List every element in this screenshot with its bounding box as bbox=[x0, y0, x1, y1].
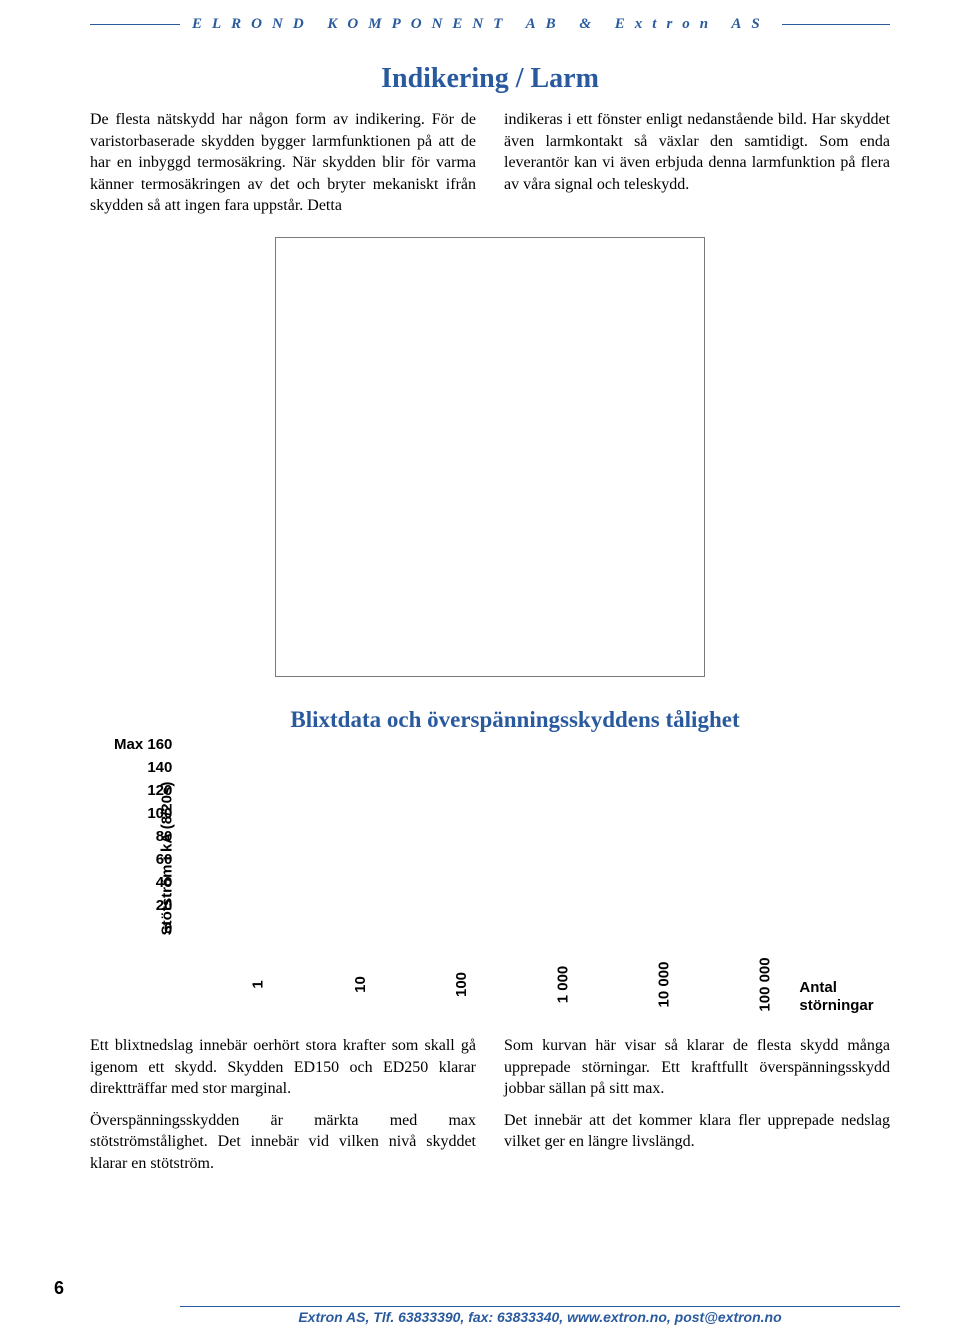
header-rule-right bbox=[782, 24, 890, 26]
xtick-label: 1 000 bbox=[510, 966, 571, 1004]
x-axis-end-label: Antal störningar bbox=[793, 943, 890, 1015]
body-col-2: Som kurvan här visar så klarar de flesta… bbox=[504, 1035, 890, 1185]
body-col-1: Ett blixtnedslag innebär oerhört stora k… bbox=[90, 1035, 476, 1185]
chart-block: Blixtdata och överspänningsskyddens tåli… bbox=[90, 707, 890, 1015]
xtick: 1 bbox=[186, 954, 287, 1015]
paragraph: Överspänningsskydden är märkta med max s… bbox=[90, 1110, 476, 1175]
ytick: Max 160 bbox=[114, 733, 172, 756]
page-footer: Extron AS, Tlf. 63833390, fax: 63833340,… bbox=[180, 1306, 900, 1325]
paragraph: Som kurvan här visar så klarar de flesta… bbox=[504, 1035, 890, 1100]
header-text: ELROND KOMPONENT AB & Extron AS bbox=[180, 16, 782, 33]
xtick: 100 000 bbox=[692, 954, 793, 1015]
section-title: Indikering / Larm bbox=[90, 63, 890, 95]
intro-col-2: indikeras i ett fönster enligt nedanståe… bbox=[504, 109, 890, 217]
xtick-label: 10 bbox=[307, 976, 368, 993]
xtick-label: 10 000 bbox=[611, 962, 672, 1008]
xtick-label: 100 000 bbox=[712, 957, 773, 1011]
document-page: ELROND KOMPONENT AB & Extron AS Indikeri… bbox=[0, 0, 960, 1333]
ytick: 140 bbox=[147, 756, 172, 779]
plot-area bbox=[180, 733, 890, 943]
paragraph: Det innebär att det kommer klara fler up… bbox=[504, 1110, 890, 1153]
chart-title: Blixtdata och överspänningsskyddens tåli… bbox=[140, 707, 890, 733]
paragraph: Ett blixtnedslag innebär oerhört stora k… bbox=[90, 1035, 476, 1100]
page-number: 6 bbox=[54, 1278, 64, 1299]
xtick: 10 bbox=[287, 954, 388, 1015]
intro-col-1: De flesta nätskydd har någon form av ind… bbox=[90, 109, 476, 217]
xtick: 10 000 bbox=[591, 954, 692, 1015]
page-header: ELROND KOMPONENT AB & Extron AS bbox=[90, 16, 890, 33]
y-axis-label: Stötström i kA (8/20s) bbox=[158, 782, 175, 936]
body-columns: Ett blixtnedslag innebär oerhört stora k… bbox=[90, 1035, 890, 1185]
xtick: 100 bbox=[388, 954, 489, 1015]
xtick: 1 000 bbox=[490, 954, 591, 1015]
y-axis-label-wrap: Stötström i kA (8/20s) bbox=[90, 775, 114, 943]
x-axis-ticks: 1 10 100 1 000 10 000 100 000 Antal stör… bbox=[186, 943, 890, 1015]
xtick-label: 1 bbox=[206, 980, 267, 988]
placeholder-image-box bbox=[275, 237, 705, 677]
header-rule-left bbox=[90, 24, 180, 26]
xtick-label: 100 bbox=[409, 972, 470, 997]
chart-area: Stötström i kA (8/20s) Max 160 140 120 1… bbox=[90, 733, 890, 943]
intro-columns: De flesta nätskydd har någon form av ind… bbox=[90, 109, 890, 217]
